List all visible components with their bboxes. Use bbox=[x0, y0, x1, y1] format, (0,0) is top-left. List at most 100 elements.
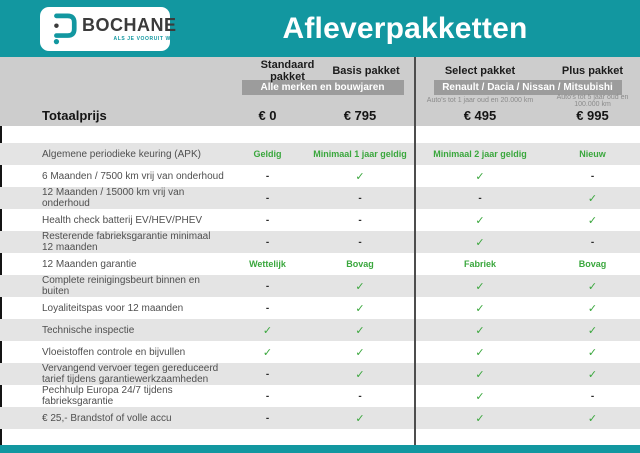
cell-plus: ✓ bbox=[587, 367, 598, 381]
brand-name: BOCHANE bbox=[82, 15, 177, 35]
package-subtitles-row: Auto's tot 1 jaar oud en 20.000 km Auto'… bbox=[0, 93, 640, 108]
header-bar: BOCHANE ALS JE VOORUIT WIL Afleverpakket… bbox=[0, 0, 640, 57]
cell-basis: Bovag bbox=[346, 259, 374, 269]
group-band-alle-merken: Alle merken en bouwjaren bbox=[241, 80, 404, 95]
footer-bar bbox=[0, 445, 640, 453]
table-row: Pechhulp Europa 24/7 tijdens fabrieksgar… bbox=[0, 385, 640, 407]
package-name-basis: Basis pakket bbox=[332, 64, 400, 77]
cell-standaard: Wettelijk bbox=[249, 259, 286, 269]
cell-plus: ✓ bbox=[587, 191, 598, 205]
table-row: Technische inspectie ✓ ✓ ✓ ✓ bbox=[0, 319, 640, 341]
feature-label: Loyaliteitspas voor 12 maanden bbox=[42, 302, 184, 314]
feature-label: Vloeistoffen controle en bijvullen bbox=[42, 346, 186, 358]
cell-standaard: - bbox=[265, 390, 270, 402]
bochane-logo-icon bbox=[53, 13, 77, 45]
table-row: Loyaliteitspas voor 12 maanden - ✓ ✓ ✓ bbox=[0, 297, 640, 319]
cell-select: ✓ bbox=[475, 301, 485, 315]
cell-standaard: - bbox=[265, 368, 270, 380]
page-title: Afleverpakketten bbox=[282, 11, 528, 45]
cell-standaard: - bbox=[265, 214, 270, 226]
price-select: € 495 bbox=[463, 107, 497, 123]
cell-plus: ✓ bbox=[587, 323, 598, 337]
table-row: Algemene periodieke keuring (APK) Geldig… bbox=[0, 143, 640, 165]
feature-label: 6 Maanden / 7500 km vrij van onderhoud bbox=[42, 170, 224, 182]
table-row: 12 Maanden garantie Wettelijk Bovag Fabr… bbox=[0, 253, 640, 275]
cell-plus: - bbox=[590, 236, 595, 248]
cell-basis: ✓ bbox=[355, 169, 365, 183]
cell-plus: ✓ bbox=[587, 213, 598, 227]
cell-standaard: - bbox=[265, 280, 270, 292]
cell-standaard: ✓ bbox=[262, 323, 273, 337]
group-band-renault-dacia: Renault / Dacia / Nissan / Mitsubishi bbox=[433, 80, 622, 95]
cell-standaard: Geldig bbox=[253, 149, 282, 159]
package-name-select: Select pakket bbox=[444, 64, 516, 77]
cell-select: ✓ bbox=[475, 367, 485, 381]
table-row: Resterende fabrieksgarantie minimaal 12 … bbox=[0, 231, 640, 253]
cell-select: ✓ bbox=[475, 235, 485, 249]
cell-select: ✓ bbox=[475, 389, 485, 403]
table-row: € 25,- Brandstof of volle accu - ✓ ✓ ✓ bbox=[0, 407, 640, 429]
cell-standaard: ✓ bbox=[262, 345, 273, 359]
table-row: 12 Maanden / 15000 km vrij van onderhoud… bbox=[0, 187, 640, 209]
cell-basis: - bbox=[358, 214, 362, 226]
feature-label: Health check batterij EV/HEV/PHEV bbox=[42, 214, 203, 226]
cell-standaard: - bbox=[265, 236, 270, 248]
table-row: Health check batterij EV/HEV/PHEV - - ✓ … bbox=[0, 209, 640, 231]
cell-basis: - bbox=[358, 192, 362, 204]
brand-tagline: ALS JE VOORUIT WIL bbox=[113, 36, 177, 42]
cell-plus: - bbox=[590, 170, 595, 182]
price-basis: € 795 bbox=[343, 107, 377, 123]
cell-plus: - bbox=[590, 390, 595, 402]
footer-gap bbox=[0, 429, 640, 445]
table-row: Complete reinigingsbeurt binnen en buite… bbox=[0, 275, 640, 297]
package-name-standaard: Standaard pakket bbox=[260, 58, 315, 83]
cell-select: Fabriek bbox=[463, 259, 496, 269]
cell-basis: - bbox=[358, 390, 362, 402]
cell-plus: Bovag bbox=[578, 259, 607, 269]
cell-basis: ✓ bbox=[355, 323, 365, 337]
feature-label: Algemene periodieke keuring (APK) bbox=[42, 148, 201, 160]
feature-label: Vervangend vervoer tegen gereduceerd tar… bbox=[42, 363, 219, 385]
cell-select: - bbox=[478, 192, 482, 204]
group-bands-row: Alle merken en bouwjaren Renault / Dacia… bbox=[0, 80, 640, 95]
cell-basis: Minimaal 1 jaar geldig bbox=[313, 149, 407, 159]
comparison-table: Algemene periodieke keuring (APK) Geldig… bbox=[0, 143, 640, 429]
cell-select: ✓ bbox=[475, 213, 485, 227]
price-plus: € 995 bbox=[576, 107, 609, 123]
logo-text: BOCHANE ALS JE VOORUIT WIL bbox=[82, 15, 177, 43]
cell-plus: ✓ bbox=[587, 345, 598, 359]
table-row: 6 Maanden / 7500 km vrij van onderhoud -… bbox=[0, 165, 640, 187]
feature-label: Resterende fabrieksgarantie minimaal 12 … bbox=[42, 231, 211, 253]
feature-label: Pechhulp Europa 24/7 tijdens fabrieksgar… bbox=[42, 385, 173, 407]
package-subtitle-plus: Auto's tot 5 jaar oud en 100.000 km bbox=[556, 93, 629, 108]
cell-standaard: - bbox=[265, 170, 270, 182]
cell-select: ✓ bbox=[475, 279, 485, 293]
package-header: Standaard pakket Basis pakket Select pak… bbox=[0, 57, 640, 126]
cell-basis: - bbox=[358, 236, 362, 248]
cell-select: ✓ bbox=[475, 323, 485, 337]
package-names-row: Standaard pakket Basis pakket Select pak… bbox=[0, 59, 640, 83]
cell-standaard: - bbox=[265, 192, 270, 204]
cell-plus: ✓ bbox=[587, 279, 598, 293]
cell-basis: ✓ bbox=[355, 411, 365, 425]
package-group-divider bbox=[414, 57, 416, 445]
cell-plus: Nieuw bbox=[579, 149, 606, 159]
cell-basis: ✓ bbox=[355, 279, 365, 293]
cell-select: ✓ bbox=[475, 169, 485, 183]
cell-select: Minimaal 2 jaar geldig bbox=[433, 149, 527, 159]
package-subtitle-select: Auto's tot 1 jaar oud en 20.000 km bbox=[426, 97, 534, 104]
feature-label: Complete reinigingsbeurt binnen en buite… bbox=[42, 275, 200, 297]
cell-basis: ✓ bbox=[355, 367, 365, 381]
cell-select: ✓ bbox=[475, 411, 485, 425]
feature-label: Technische inspectie bbox=[42, 324, 135, 336]
cell-plus: ✓ bbox=[587, 411, 598, 425]
cell-plus: ✓ bbox=[587, 301, 598, 315]
total-price-label: Totaalprijs bbox=[42, 107, 107, 123]
cell-standaard: - bbox=[265, 302, 270, 314]
cell-standaard: - bbox=[265, 412, 270, 424]
feature-label: 12 Maanden garantie bbox=[42, 258, 137, 270]
total-price-row: Totaalprijs € 0 € 795 € 495 € 995 bbox=[0, 106, 640, 124]
cell-select: ✓ bbox=[475, 345, 485, 359]
cell-basis: ✓ bbox=[355, 345, 365, 359]
